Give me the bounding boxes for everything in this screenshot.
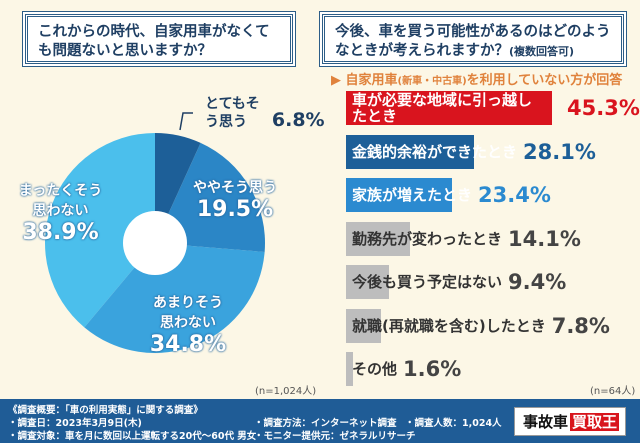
survey-overview: 《調査概要：「車の利用実態」に関する調査》	[8, 405, 203, 416]
donut-chart	[44, 112, 265, 353]
footer: 《調査概要：「車の利用実態」に関する調査》 ・調査日：2023年3月9日(木) …	[0, 399, 640, 443]
pie-slice-1	[155, 142, 265, 252]
survey-date: ・調査日：2023年3月9日(木)	[8, 418, 142, 429]
right-question-note: (複数回答可)	[509, 45, 575, 58]
pie-label-0: とてもそう思う 6.8%	[205, 95, 325, 131]
bar-3	[346, 221, 411, 256]
donut-hole	[123, 211, 187, 275]
bar-row-0: 車が必要な地域に引っ越したとき 45.3%	[346, 91, 640, 125]
right-n-label: (n=64人)	[590, 386, 636, 397]
bar-value-2: 23.4%	[478, 183, 551, 207]
survey-count: ・調査人数：1,024人	[405, 418, 502, 429]
bar-row-5: 就職(再就職を含む)したとき 7.8%	[346, 308, 610, 343]
bar-4	[346, 265, 389, 299]
pie-label-1-text: ややそう思う	[193, 180, 277, 196]
right-question: 今後、車を買う可能性があるのはどのようなときが考えられますか？	[335, 24, 611, 59]
bar-0	[346, 91, 553, 125]
bar-label-6: その他	[352, 360, 398, 378]
pie-label-0-text: とてもそう思う	[205, 96, 260, 130]
respondent-note-sub: (新車・中古車)	[397, 76, 467, 87]
logo-text-b: 買取王	[569, 413, 619, 431]
survey-method: ・調査方法：インターネット調査	[254, 418, 397, 429]
logo-text-a: 事故車	[522, 413, 568, 431]
bar-label-4: 今後も買う予定はない	[352, 273, 503, 291]
pie-label-3-text: まったくそう思わない	[18, 183, 103, 219]
survey-target: ・調査対象：車を月に数回以上運転する20代〜60代 男女	[8, 431, 257, 442]
pie-value-0: 6.8%	[271, 109, 325, 131]
bar-6	[346, 352, 354, 386]
bar-label-5: 就職(再就職を含む)したとき	[352, 316, 546, 335]
left-n-label: (n=1,024人)	[255, 386, 317, 397]
bar-label-2: 家族が増えたとき	[352, 186, 473, 204]
bar-value-6: 1.6%	[403, 357, 462, 381]
bar-label-1: 金銭的余裕ができたとき	[352, 142, 518, 161]
pie-label-1: ややそう思う 19.5%	[190, 177, 280, 222]
bar-row-2: 家族が増えたとき 23.4%	[346, 178, 551, 212]
bar-row-1: 金銭的余裕ができたとき 28.1%	[346, 134, 596, 169]
pie-slice-3	[44, 133, 155, 328]
pie-label-2: あまりそう思わない 34.8%	[143, 292, 233, 357]
respondent-note-tail: を利用していない方が回答	[466, 73, 623, 88]
bar-value-3: 14.1%	[508, 226, 581, 251]
bar-value-5: 7.8%	[551, 313, 610, 338]
left-question: これからの時代、自家用車がなくても問題ないと思いますか？	[38, 24, 270, 59]
bar-1	[346, 134, 474, 169]
bar-2	[346, 178, 453, 212]
respondent-note: ▶ 自家用車(新車・中古車)を利用していない方が回答	[331, 69, 622, 88]
bar-5	[346, 308, 382, 343]
pie-label-3: まったくそう思わない 38.9%	[18, 180, 103, 245]
bar-value-0: 45.3%	[567, 96, 640, 120]
leader-line	[179, 112, 193, 131]
bar-value-1: 28.1%	[523, 139, 596, 164]
survey-provider: ・モニター提供元：ゼネラルリサーチ	[254, 431, 416, 442]
right-question-box: 今後、車を買う可能性があるのはどのようなときが考えられますか？(複数回答可)	[322, 14, 624, 64]
pie-value-2: 34.8%	[149, 332, 227, 357]
brand-logo: 事故車 買取王	[513, 407, 626, 436]
bar-row-4: 今後も買う予定はない 9.4%	[346, 265, 566, 299]
bar-label-3: 勤務先が変わったとき	[352, 229, 503, 248]
bar-label-0: 車が必要な地域に引っ越したとき	[352, 91, 533, 125]
left-question-box: これからの時代、自家用車がなくても問題ないと思いますか？	[25, 14, 293, 64]
pie-label-2-text: あまりそう思わない	[153, 295, 223, 331]
pie-slice-2	[84, 243, 265, 353]
pie-value-1: 19.5%	[196, 197, 274, 222]
pie-value-3: 38.9%	[22, 220, 99, 245]
bar-row-6: その他 1.6%	[346, 352, 461, 386]
bar-value-4: 9.4%	[508, 270, 567, 294]
bar-row-3: 勤務先が変わったとき 14.1%	[346, 221, 581, 256]
respondent-note-text: ▶ 自家用車	[331, 73, 398, 88]
